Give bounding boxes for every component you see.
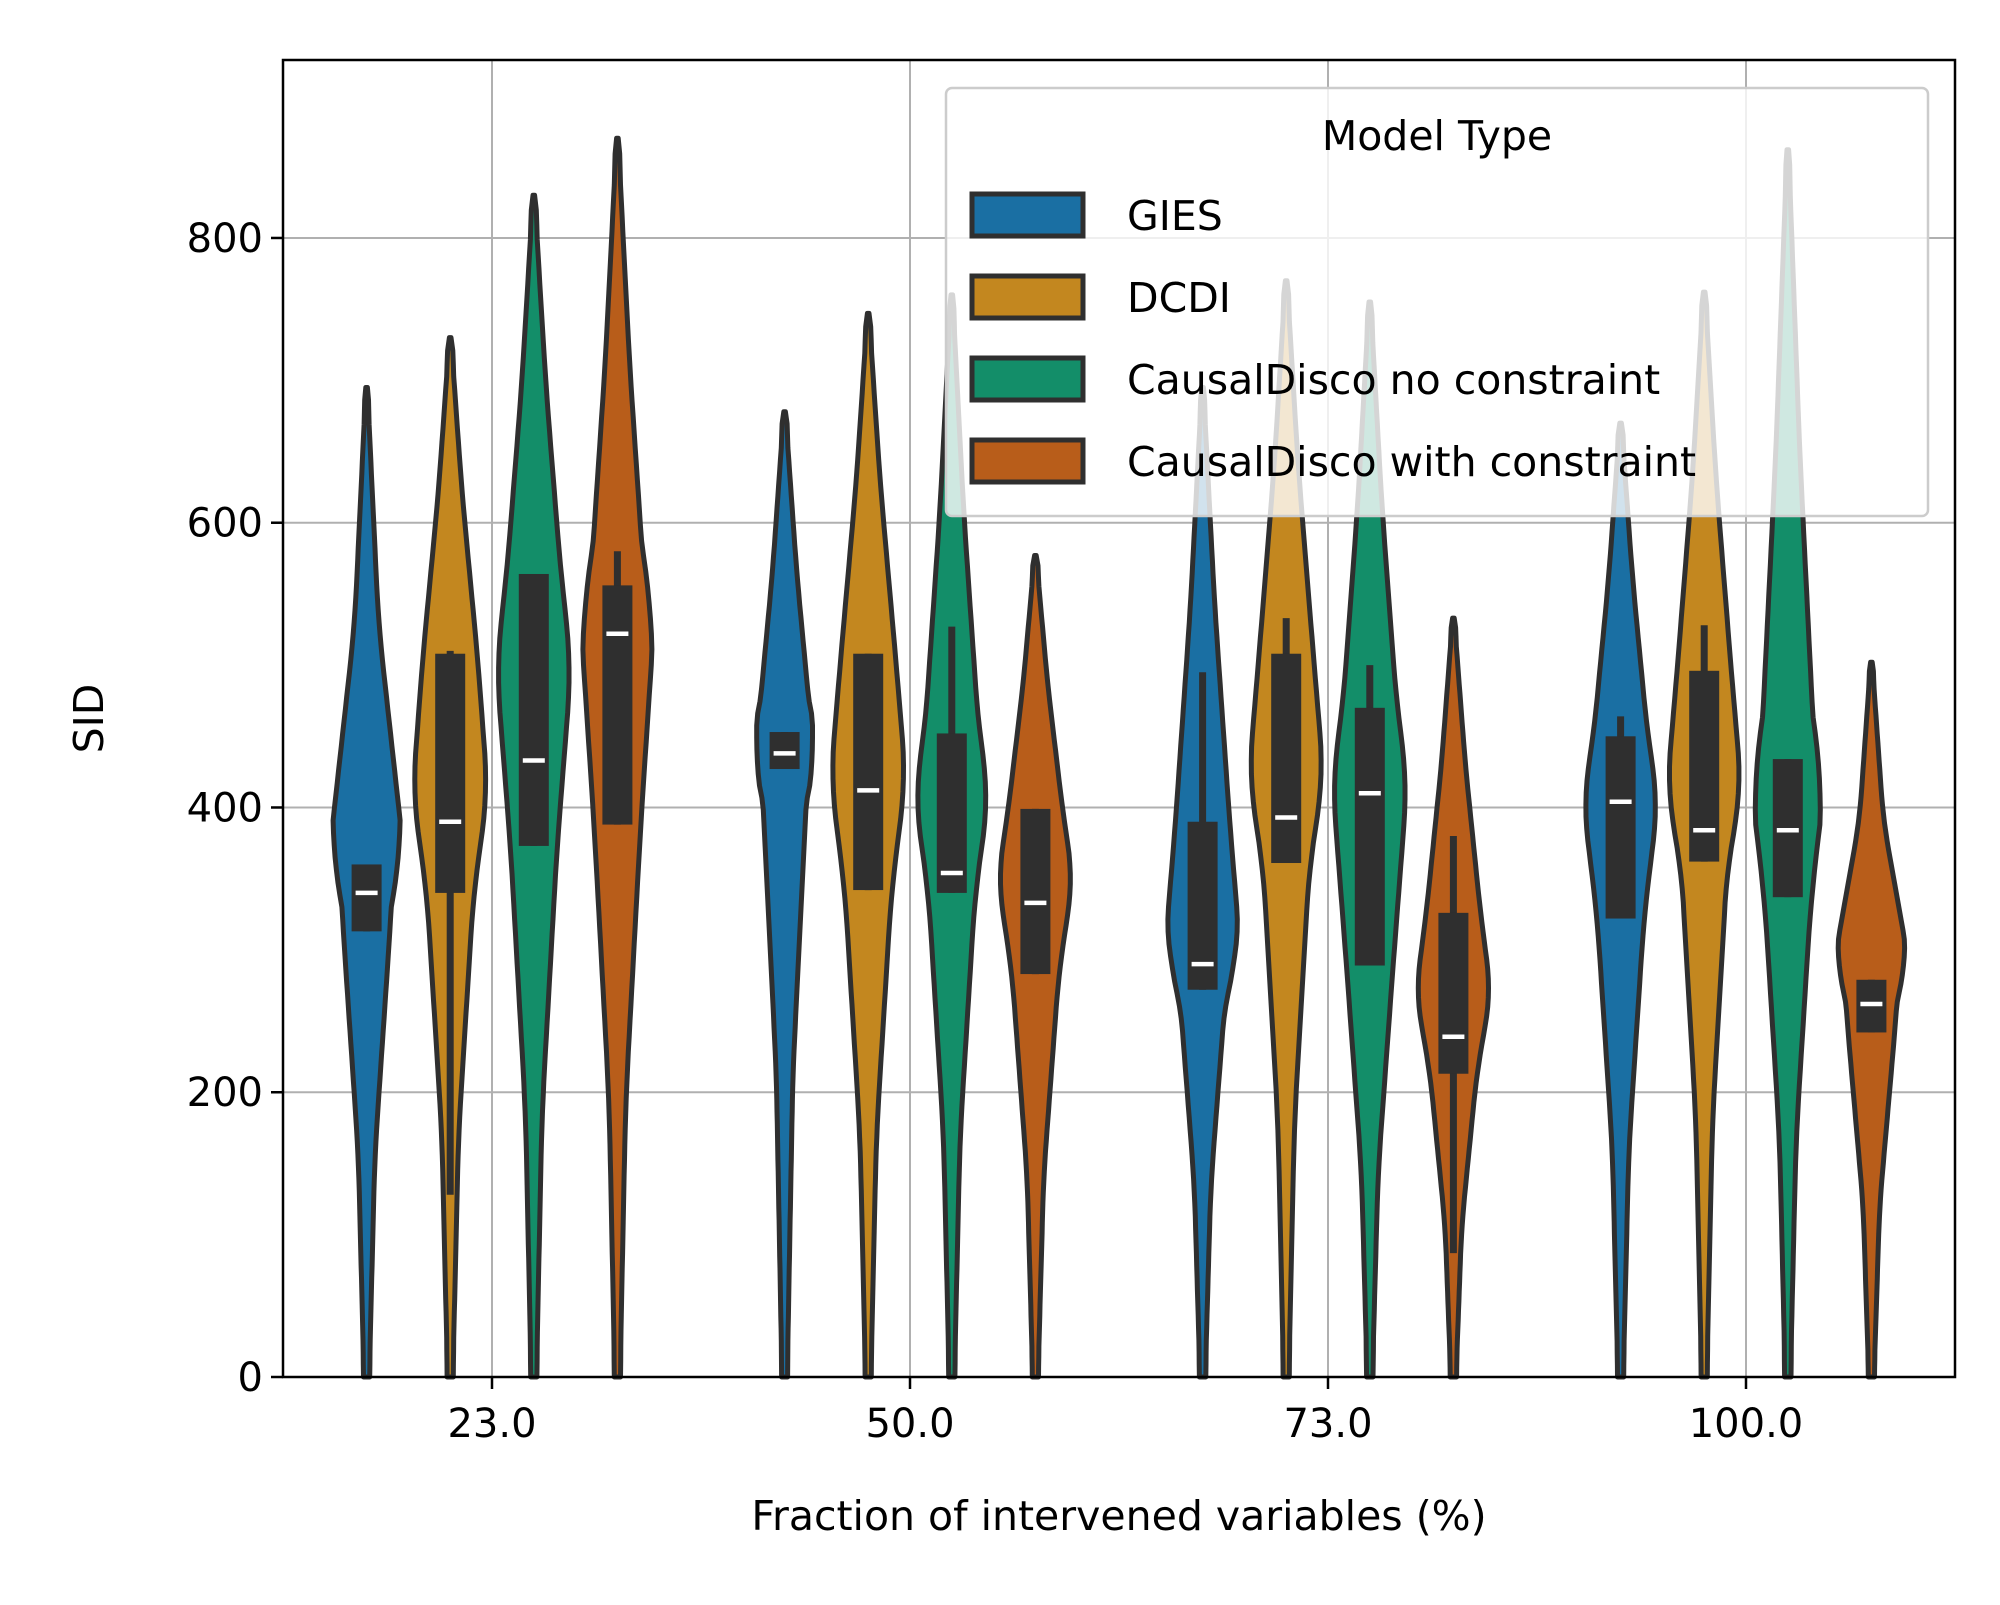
- violin-group: [580, 135, 655, 1380]
- x-tick-label: 50.0: [865, 1401, 954, 1447]
- y-tick-label: 200: [187, 1070, 263, 1116]
- y-tick-label: 800: [187, 216, 263, 262]
- violin-group: [754, 409, 815, 1380]
- legend-items: GIES DCDI CausalDisco no constraint CausalD…: [969, 191, 1696, 486]
- violin-iqr-box: [1354, 707, 1385, 966]
- x-tick-label: 73.0: [1283, 1401, 1372, 1447]
- y-tick-label: 600: [187, 501, 263, 547]
- legend-swatch: [969, 437, 1086, 485]
- legend-swatch: [969, 355, 1086, 403]
- legend-entry-label: CausalDisco with constraint: [1127, 438, 1696, 486]
- x-tick-label: 100.0: [1689, 1401, 1804, 1447]
- violin-iqr-box: [602, 585, 633, 825]
- plot-frame: [281, 58, 1957, 1379]
- violin-iqr-box: [518, 573, 549, 846]
- violin-group: [412, 335, 489, 1380]
- violin-iqr-box: [853, 653, 884, 891]
- violin-body: [754, 409, 815, 1380]
- y-axis-label: SID: [65, 684, 113, 754]
- violin-group: [830, 310, 906, 1380]
- legend-swatch: [969, 273, 1086, 321]
- violin-iqr-box: [1689, 670, 1720, 862]
- x-axis-label: Fraction of intervened variables (%): [751, 1492, 1486, 1540]
- violin-iqr-box: [936, 733, 967, 893]
- violin-iqr-box: [1605, 736, 1636, 919]
- violin-group: [330, 385, 403, 1380]
- x-tick-label: 23.0: [447, 1401, 536, 1447]
- legend-box: [944, 86, 1930, 518]
- legend-entry-label: GIES: [1127, 192, 1223, 240]
- violin-iqr-box: [1187, 821, 1218, 990]
- violin-iqr-box: [435, 653, 466, 893]
- violin-group: [998, 553, 1073, 1380]
- legend-entry-label: DCDI: [1127, 274, 1231, 322]
- violin-iqr-box: [1020, 808, 1051, 975]
- legend-swatch: [969, 191, 1086, 239]
- y-tick-label: 400: [187, 785, 263, 831]
- legend: Model Type GIES DCDI CausalDisco no constr…: [944, 86, 1930, 518]
- violin-iqr-box: [1271, 653, 1302, 864]
- tick-layer: 0 200 400 600 800 23.0 50.0 73.0 100.0: [187, 216, 1804, 1447]
- violin-iqr-box: [769, 732, 800, 770]
- legend-title: Model Type: [1322, 112, 1552, 160]
- y-tick-label: 0: [238, 1355, 263, 1401]
- violin-iqr-box: [1438, 912, 1469, 1074]
- legend-entry-label: CausalDisco no constraint: [1127, 356, 1660, 404]
- violin-iqr-box: [351, 864, 382, 932]
- violin-group: [1415, 615, 1491, 1380]
- violin-group: [1835, 659, 1908, 1380]
- violin-group: [496, 192, 572, 1380]
